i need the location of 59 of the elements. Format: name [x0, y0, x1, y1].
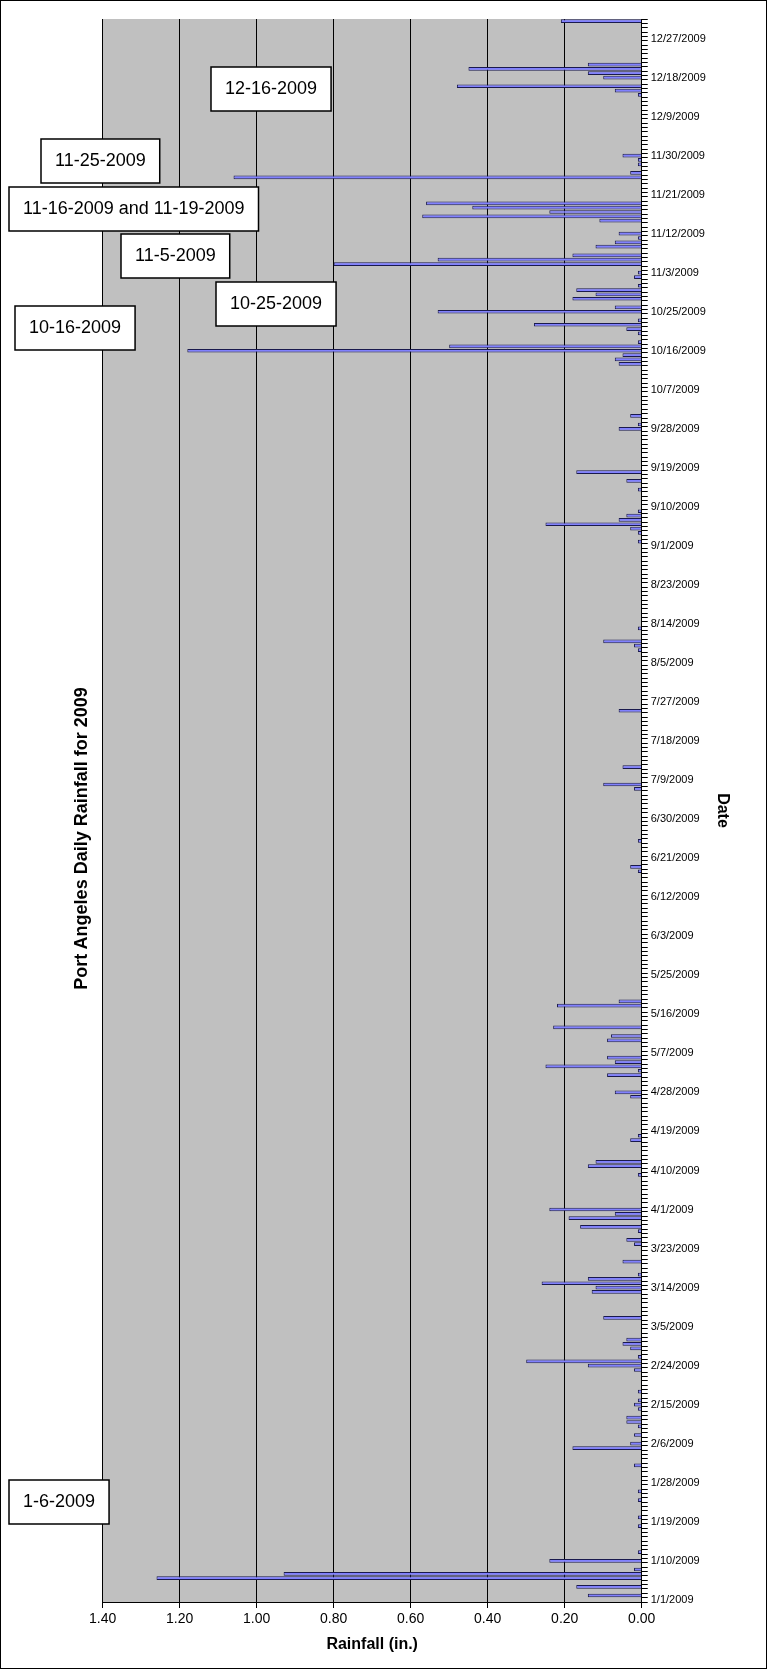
y-tick-label: 5/7/2009 — [650, 1046, 694, 1059]
y-tick-label: 10/7/2009 — [650, 382, 700, 395]
y-tick-label: 3/5/2009 — [650, 1319, 694, 1332]
y-tick-label: 12/27/2009 — [650, 31, 706, 44]
y-tick-label: 12/9/2009 — [650, 109, 700, 122]
y-axis-title: Date — [714, 793, 732, 828]
y-tick-label: 6/3/2009 — [650, 929, 694, 942]
y-tick-label: 2/15/2009 — [650, 1397, 700, 1410]
y-tick-label: 2/24/2009 — [650, 1358, 700, 1371]
annotation: 11-25-2009 — [55, 149, 146, 170]
x-tick-label: 0.80 — [320, 1610, 348, 1627]
y-tick-label: 4/1/2009 — [650, 1202, 694, 1215]
y-tick-label: 9/28/2009 — [650, 421, 700, 434]
y-tick-label: 11/21/2009 — [650, 187, 705, 200]
x-tick-label: 0.40 — [474, 1610, 502, 1627]
y-tick-label: 4/19/2009 — [650, 1124, 700, 1137]
x-axis-title: Rainfall (in.) — [326, 1634, 418, 1652]
annotation: 11-16-2009 and 11-19-2009 — [23, 197, 245, 218]
y-tick-label: 7/9/2009 — [650, 773, 694, 786]
y-tick-label: 7/18/2009 — [650, 734, 700, 747]
x-tick-label: 0.20 — [551, 1610, 579, 1627]
y-tick-label: 8/5/2009 — [650, 656, 694, 669]
y-tick-label: 2/6/2009 — [650, 1436, 694, 1449]
y-tick-label: 6/30/2009 — [650, 812, 700, 825]
y-tick-label: 11/12/2009 — [650, 226, 705, 239]
y-tick-label: 10/25/2009 — [650, 304, 706, 317]
y-tick-label: 5/16/2009 — [650, 1007, 700, 1020]
y-tick-label: 9/1/2009 — [650, 538, 694, 551]
y-tick-label: 6/21/2009 — [650, 851, 700, 864]
x-tick-label: 0.60 — [397, 1610, 425, 1627]
y-tick-label: 1/19/2009 — [650, 1514, 700, 1527]
y-tick-label: 11/3/2009 — [650, 265, 699, 278]
y-tick-label: 10/16/2009 — [650, 343, 706, 356]
annotation: 10-16-2009 — [29, 316, 122, 337]
annotation: 11-5-2009 — [135, 244, 216, 265]
x-tick-label: 0.00 — [628, 1610, 656, 1627]
x-tick-label: 1.40 — [88, 1610, 117, 1627]
annotation: 10-25-2009 — [230, 292, 323, 313]
x-tick-label: 1.00 — [243, 1610, 271, 1627]
y-tick-label: 1/1/2009 — [650, 1592, 694, 1605]
y-tick-label: 8/14/2009 — [650, 617, 700, 630]
y-tick-label: 9/10/2009 — [650, 499, 700, 512]
y-tick-label: 6/12/2009 — [650, 890, 700, 903]
y-tick-label: 3/14/2009 — [650, 1280, 700, 1293]
y-tick-label: 1/28/2009 — [650, 1475, 700, 1488]
y-tick-label: 11/30/2009 — [650, 148, 705, 161]
text: Port Angeles Daily Rainfall for 2009 — [70, 687, 91, 990]
y-tick-label: 5/25/2009 — [650, 968, 700, 981]
text: 1-6-2009 — [23, 1490, 96, 1511]
annotation: 12-16-2009 — [225, 77, 318, 98]
y-tick-label: 4/28/2009 — [650, 1085, 700, 1098]
y-tick-label: 12/18/2009 — [650, 70, 706, 83]
y-tick-label: 3/23/2009 — [650, 1241, 700, 1254]
y-tick-label: 9/19/2009 — [650, 460, 700, 473]
y-tick-label: 8/23/2009 — [650, 578, 700, 591]
x-tick-label: 1.20 — [166, 1610, 194, 1627]
y-tick-label: 4/10/2009 — [650, 1163, 700, 1176]
y-tick-label: 1/10/2009 — [650, 1553, 700, 1566]
y-tick-label: 7/27/2009 — [650, 695, 700, 708]
